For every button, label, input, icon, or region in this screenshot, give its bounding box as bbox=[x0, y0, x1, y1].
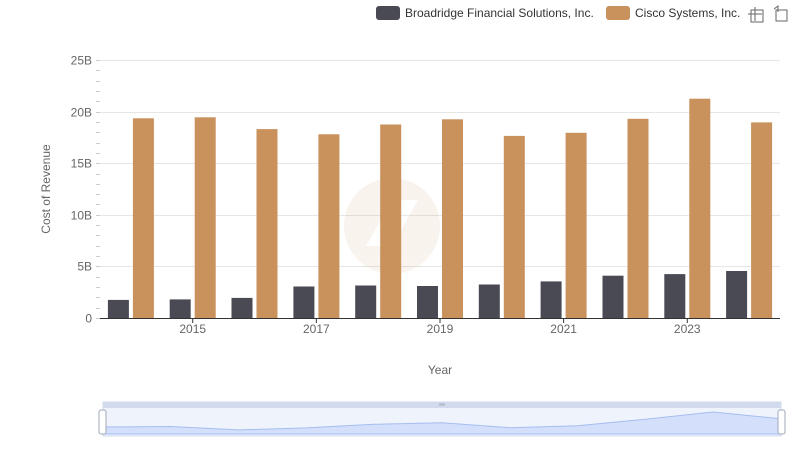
bar-cisco-2018[interactable] bbox=[380, 124, 402, 319]
bar-cisco-2017[interactable] bbox=[318, 134, 340, 318]
bar-cisco-2020[interactable] bbox=[503, 135, 525, 318]
y-tick-label: 0 bbox=[85, 312, 92, 326]
legend: Broadridge Financial Solutions, Inc. Cis… bbox=[376, 6, 740, 20]
x-axis-title: Year bbox=[428, 363, 452, 377]
bar-cisco-2019[interactable] bbox=[442, 119, 463, 318]
bar-cisco-2024[interactable] bbox=[751, 122, 773, 319]
bar-broadridge-2021[interactable] bbox=[540, 281, 562, 318]
bar-broadridge-2016[interactable] bbox=[231, 297, 253, 318]
y-tick-label: 5B bbox=[77, 260, 92, 274]
x-tick-label: 2019 bbox=[427, 322, 454, 336]
data-zoom-preview-area bbox=[102, 411, 782, 435]
x-tick-label: 2017 bbox=[303, 322, 330, 336]
bar-cisco-2015[interactable] bbox=[194, 117, 216, 318]
y-tick-label: 20B bbox=[71, 106, 92, 120]
legend-item-cisco[interactable]: Cisco Systems, Inc. bbox=[606, 6, 740, 20]
x-tick-label: 2021 bbox=[550, 322, 577, 336]
bar-series bbox=[107, 98, 773, 319]
legend-label-cisco: Cisco Systems, Inc. bbox=[635, 6, 740, 20]
bar-broadridge-2018[interactable] bbox=[355, 285, 377, 319]
bar-broadridge-2022[interactable] bbox=[602, 275, 624, 318]
bar-cisco-2023[interactable] bbox=[689, 98, 711, 318]
bar-broadridge-2017[interactable] bbox=[293, 286, 315, 319]
bar-cisco-2021[interactable] bbox=[565, 132, 587, 318]
y-tick-label: 25B bbox=[71, 54, 92, 68]
bar-cisco-2022[interactable] bbox=[627, 118, 649, 318]
bar-broadridge-2020[interactable] bbox=[478, 284, 500, 319]
legend-swatch-broadridge bbox=[376, 6, 400, 20]
y-axis-ticks: 0 5B 10B 15B 20B 25B bbox=[71, 54, 100, 326]
y-tick-label: 10B bbox=[71, 209, 92, 223]
data-zoom-grip-icon bbox=[439, 403, 445, 406]
bar-cisco-2016[interactable] bbox=[256, 129, 278, 318]
bar-cisco-2014[interactable] bbox=[132, 118, 154, 318]
bar-broadridge-2023[interactable] bbox=[664, 274, 686, 318]
bar-broadridge-2015[interactable] bbox=[169, 299, 191, 318]
zoom-icon[interactable] bbox=[748, 7, 764, 23]
y-axis-title: Cost of Revenue bbox=[39, 144, 53, 234]
data-zoom-slider[interactable] bbox=[98, 401, 786, 437]
legend-label-broadridge: Broadridge Financial Solutions, Inc. bbox=[405, 6, 594, 20]
legend-item-broadridge[interactable]: Broadridge Financial Solutions, Inc. bbox=[376, 6, 594, 20]
legend-swatch-cisco bbox=[606, 6, 630, 20]
restore-icon[interactable] bbox=[773, 5, 788, 22]
data-zoom-handle-right[interactable] bbox=[777, 409, 786, 435]
data-zoom-handle-left[interactable] bbox=[98, 409, 107, 435]
bar-broadridge-2024[interactable] bbox=[726, 271, 748, 318]
x-axis-ticks: 2015 2017 2019 2021 2023 bbox=[179, 318, 701, 336]
x-tick-label: 2023 bbox=[674, 322, 701, 336]
x-tick-label: 2015 bbox=[179, 322, 206, 336]
y-tick-label: 15B bbox=[71, 157, 92, 171]
bar-broadridge-2014[interactable] bbox=[107, 299, 129, 318]
bar-broadridge-2019[interactable] bbox=[417, 286, 438, 318]
